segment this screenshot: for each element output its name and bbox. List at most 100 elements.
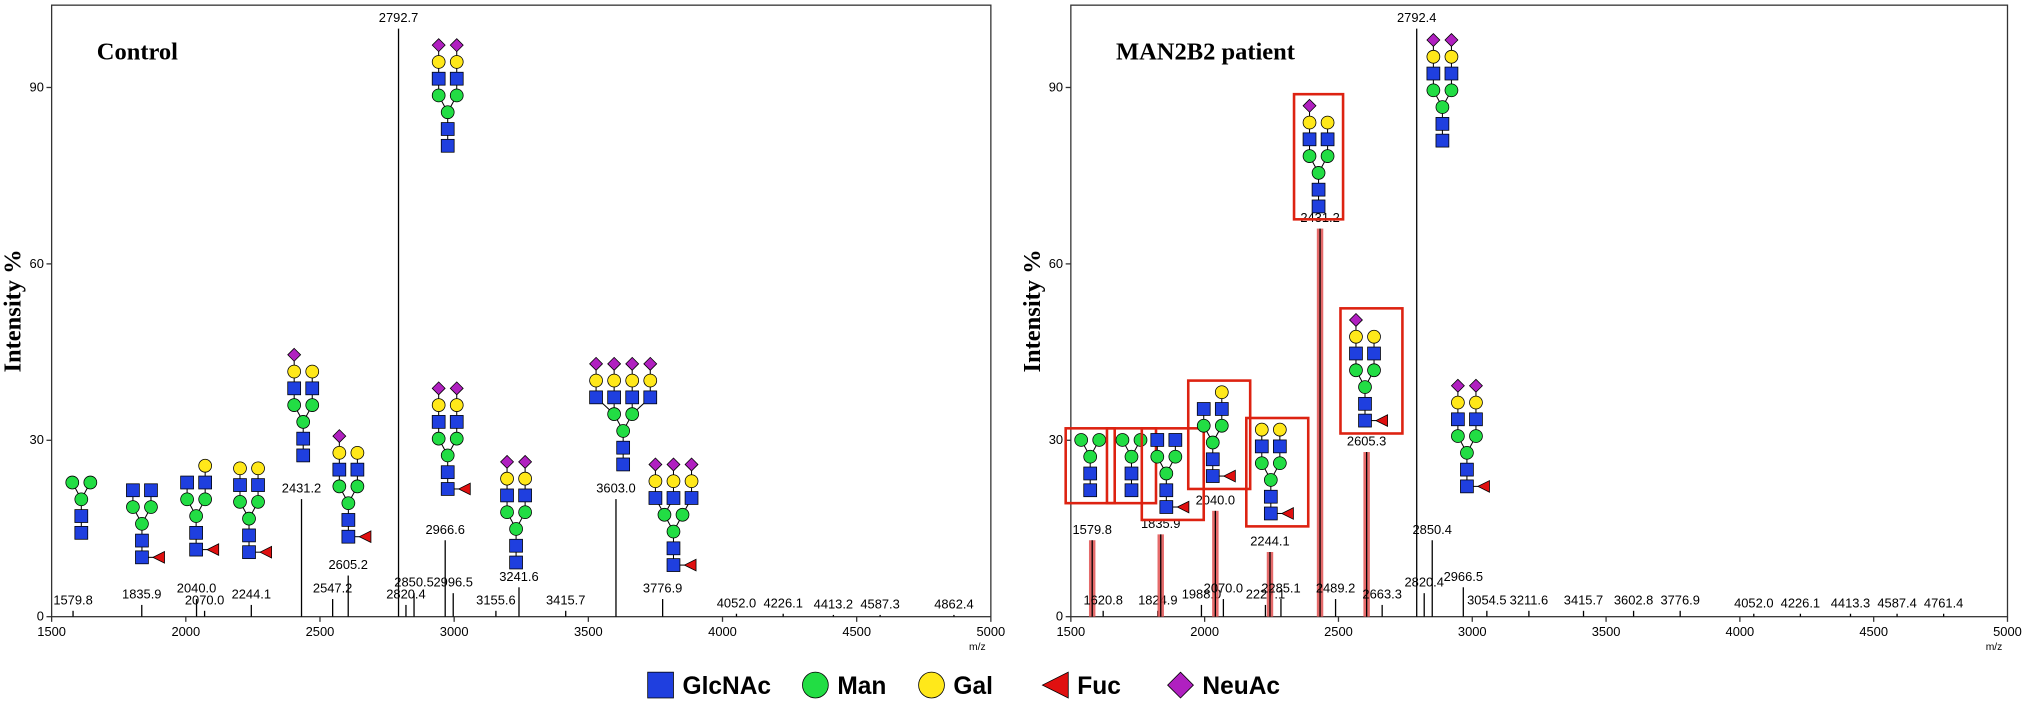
peak-label: 3603.0 [596, 481, 635, 496]
y-tick-label: 0 [37, 609, 44, 624]
glcnac-symbol [1205, 469, 1220, 483]
glcnac-symbol [233, 478, 247, 492]
gal-symbol [666, 474, 681, 489]
chart-title: Control [97, 38, 178, 65]
y-tick-label: 30 [1049, 432, 1063, 447]
glcnac-symbol [1159, 483, 1174, 498]
peak-label: 4226.1 [1781, 595, 1820, 610]
glcnac-symbol [189, 542, 203, 557]
plot-frame [1070, 4, 2009, 618]
glcnac-symbol [242, 545, 256, 560]
peak-label: 4413.3 [1831, 595, 1870, 610]
peak-label: 4226.1 [763, 595, 802, 610]
peak-label: 2244.1 [1250, 534, 1289, 549]
man-symbol [341, 496, 356, 510]
peak-label: 4587.3 [860, 596, 899, 611]
gal-symbol [1426, 49, 1441, 64]
y-tick-label: 90 [1049, 79, 1063, 94]
x-tick-label: 2500 [306, 624, 335, 639]
man-symbol [1092, 433, 1107, 447]
man-symbol [1320, 149, 1335, 163]
peak-label: 2820.4 [1404, 575, 1443, 590]
gal-symbol [648, 474, 663, 489]
peak-label: 4862.4 [934, 596, 973, 611]
glcnac-symbol [1444, 66, 1459, 81]
gal-symbol [1320, 115, 1335, 130]
glcnac-symbol [666, 491, 681, 505]
gal-symbol [500, 471, 514, 486]
glcnac-symbol [1460, 479, 1474, 494]
man-symbol [616, 424, 631, 438]
gal-symbol [233, 461, 247, 476]
glcnac-symbol [126, 483, 140, 498]
gal-symbol [431, 55, 446, 69]
neuac-symbol [666, 457, 681, 472]
glcnac-symbol [1311, 199, 1326, 214]
fuc-symbol [1375, 414, 1388, 428]
peak-label: 2040.0 [1196, 492, 1235, 507]
neuac-symbol [449, 38, 464, 53]
y-tick-label: 0 [1056, 609, 1063, 624]
neuac-symbol [449, 381, 464, 396]
highlight-box [1339, 307, 1404, 435]
neuac-symbol [648, 457, 663, 472]
glcnac-symbol [1159, 500, 1174, 514]
man-symbol [180, 492, 194, 507]
x-axis-label: m/z [969, 642, 986, 653]
man-symbol [1311, 166, 1326, 180]
glcnac-symbol [684, 491, 699, 505]
man-symbol [1451, 429, 1465, 443]
glcnac-symbol [1435, 117, 1450, 131]
gal-symbol [287, 364, 302, 379]
glcnac-symbol [1435, 133, 1450, 148]
peak-label: 2227.1 [1246, 586, 1285, 601]
peak-label: 2431.2 [1300, 210, 1339, 225]
glcnac-symbol [643, 390, 658, 405]
plot-frame [50, 4, 992, 618]
x-tick-label: 2500 [1324, 624, 1353, 639]
peak-label: 4587.4 [1877, 595, 1916, 610]
neuac-symbol [500, 454, 515, 469]
peak-label: 2850.4 [1413, 522, 1452, 537]
man-symbol [431, 88, 446, 103]
man-symbol [657, 507, 672, 522]
peak-label: 2966.5 [1444, 569, 1483, 584]
glcnac-symbol [1469, 412, 1483, 427]
fuc-symbol [1222, 469, 1236, 483]
glcnac-symbol [616, 440, 631, 455]
man-symbol [1349, 363, 1363, 378]
man-symbol [1444, 83, 1459, 98]
glcnac-symbol [440, 122, 455, 136]
glcnac-symbol [180, 475, 194, 490]
glcnac-symbol [305, 381, 320, 396]
neuac-symbol [684, 457, 699, 472]
x-tick-label: 5000 [1993, 624, 2022, 639]
glcnac-symbol [449, 71, 464, 86]
man-symbol [1426, 83, 1441, 98]
man-symbol [1159, 466, 1174, 481]
glcnac-symbol [440, 465, 455, 480]
neuac-symbol [431, 38, 446, 53]
man-symbol [1367, 363, 1381, 378]
man-symbol [305, 398, 320, 412]
glcnac-symbol [189, 525, 203, 540]
neuac-symbol [625, 356, 640, 371]
glcnac-symbol [1214, 402, 1229, 416]
gal-symbol [431, 398, 446, 412]
highlight-box [1245, 416, 1310, 528]
man-symbol [666, 524, 681, 539]
peak-label: 2792.4 [1397, 10, 1436, 25]
glcnac-symbol [135, 533, 149, 548]
glcnac-symbol [1083, 483, 1098, 498]
gal-symbol [449, 398, 464, 412]
man-symbol [350, 479, 365, 494]
neuac-symbol [1426, 32, 1441, 47]
legend-label: NeuAc [1202, 673, 1280, 700]
x-tick-label: 4500 [1859, 624, 1888, 639]
man-symbol [1358, 380, 1372, 394]
man-symbol [607, 407, 621, 421]
glcnac-symbol [1124, 483, 1139, 498]
x-tick-label: 3000 [1458, 624, 1487, 639]
man-symbol [144, 500, 158, 514]
man-symbol [65, 475, 80, 490]
